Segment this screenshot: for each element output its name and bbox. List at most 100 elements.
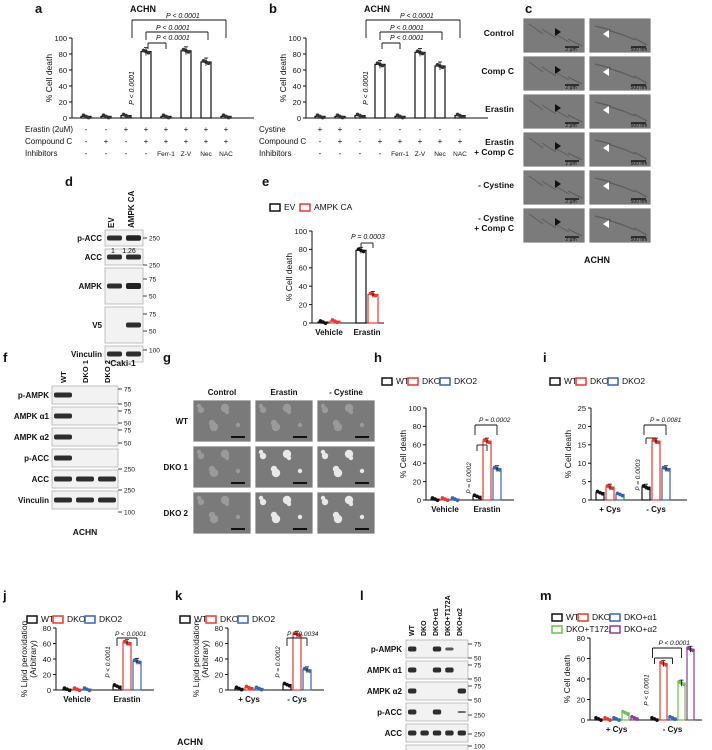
blot-strip <box>51 406 119 426</box>
treatment-mark: + <box>204 137 209 146</box>
data-point <box>287 683 292 688</box>
treatment-mark: - <box>125 137 128 146</box>
legend-swatch <box>299 203 311 212</box>
legend-swatch <box>84 615 96 624</box>
chart-a-bar <box>100 113 112 120</box>
y-tick-label: 20 <box>577 695 585 704</box>
treatment-mark: + <box>144 137 149 146</box>
data-point <box>186 50 191 54</box>
blot-strip <box>104 345 144 363</box>
y-tick-label: 20 <box>293 98 301 107</box>
bar <box>140 50 152 119</box>
p-value: P = 0.0002 <box>275 646 282 678</box>
cell-shape <box>271 468 281 478</box>
cell-shape <box>224 409 230 415</box>
legend-h: WT DKO1 DKO2 <box>381 376 477 386</box>
micrograph-row-label: WT <box>176 417 189 426</box>
legend-label: DKO1 <box>220 614 243 624</box>
chart-j-bar <box>112 683 122 691</box>
em-texture <box>541 104 557 115</box>
y-axis-label: % Lipid peroxidation <box>19 620 29 697</box>
y-tick-label: 80 <box>59 50 67 59</box>
blot-d-lanes: EV AMPK CA <box>107 190 136 228</box>
chart-i-bar <box>605 483 615 501</box>
p-value: P = 0.0081 <box>650 417 682 424</box>
legend-swatch <box>549 377 561 386</box>
cell-shape <box>271 514 281 524</box>
treatment-mark: + <box>224 125 229 134</box>
legend-swatch <box>407 377 419 386</box>
micrograph-col-label: Erastin <box>270 388 297 397</box>
data-point <box>307 669 312 673</box>
blot-band <box>126 322 141 328</box>
x-group-label: + Cys <box>606 725 628 734</box>
bar <box>434 65 446 119</box>
y-tick-label: 0 <box>63 114 67 123</box>
chart-a-significance: P < 0.0001 P < 0.0001 P < 0.0001 P < 0.0001 <box>129 13 227 105</box>
cell-shape <box>259 498 267 506</box>
cell-shape <box>333 468 343 478</box>
em-texture <box>607 67 624 74</box>
em-texture <box>594 63 612 69</box>
em-texture <box>567 190 583 199</box>
em-texture <box>554 147 570 157</box>
legend-e: EV AMPK CA <box>269 202 353 212</box>
p-value: P < 0.0001 <box>644 674 651 706</box>
chart-a-bar <box>80 113 92 120</box>
em-texture <box>554 109 570 119</box>
em-texture <box>633 113 648 122</box>
y-tick-label: 100 <box>408 404 421 413</box>
chart-m-bar <box>630 714 639 721</box>
treatment-mark: - <box>339 149 342 158</box>
chart-b-treatment-table: Cystine + + - - - - - - Compound C - + - + + + + + Inhibit… <box>259 125 467 158</box>
arrow-icon <box>603 68 609 76</box>
data-point <box>440 65 445 69</box>
y-tick-label: 60 <box>293 66 301 75</box>
arrow-icon <box>555 218 561 226</box>
blot-band <box>54 413 72 419</box>
y-axis-label: % Cell death <box>278 54 288 102</box>
band-ratio: 1.26 <box>122 248 136 255</box>
scale-label: 2 μm <box>565 161 576 167</box>
chart-k-bar <box>234 685 244 692</box>
legend-swatch <box>205 615 217 624</box>
treatment-mark: NAC <box>219 151 233 158</box>
marker-label: 75 <box>474 684 482 691</box>
cell-shape <box>297 422 303 428</box>
panel-caption: ACHN <box>177 737 203 747</box>
em-row-label: + Comp C <box>474 223 514 233</box>
legend-label: DKO1 <box>422 376 445 386</box>
data-point <box>599 718 603 722</box>
treatment-mark: + <box>418 137 423 146</box>
y-tick-label: 80 <box>413 422 421 431</box>
em-texture <box>607 29 624 36</box>
em-texture <box>554 223 570 233</box>
cell-shape <box>359 514 365 520</box>
data-point <box>455 498 460 503</box>
marker-label: 250 <box>474 713 485 720</box>
marker-label: 50 <box>124 421 132 428</box>
y-tick-label: 0 <box>581 716 585 725</box>
y-axis-label: (Arbitrary) <box>200 640 210 678</box>
marker-label: 250 <box>149 263 160 270</box>
data-point <box>610 486 615 491</box>
p-value: P < 0.0001 <box>400 13 434 20</box>
p-value: P = 0.0003 <box>635 459 642 491</box>
marker-label: 75 <box>149 277 157 284</box>
data-point <box>435 498 440 503</box>
marker-label: 50 <box>124 402 132 409</box>
data-point <box>166 115 171 120</box>
treatment-mark: + <box>104 137 109 146</box>
micrograph-col-label: Control <box>208 388 236 397</box>
chart-b-bar <box>434 61 446 119</box>
em-texture <box>541 142 557 153</box>
em-texture <box>528 175 544 187</box>
chart-e-axes: 0 20 40 60 80 100 % Cell death <box>284 227 384 328</box>
y-axis-label: % Cell death <box>562 655 572 703</box>
legend-swatch <box>179 615 191 624</box>
lane-label: DKO <box>421 620 428 636</box>
treatment-mark: Z-V <box>415 151 426 158</box>
em-texture <box>594 215 612 221</box>
blot-row-label: AMPK α1 <box>367 666 403 675</box>
scale-label: 2 μm <box>565 199 576 205</box>
